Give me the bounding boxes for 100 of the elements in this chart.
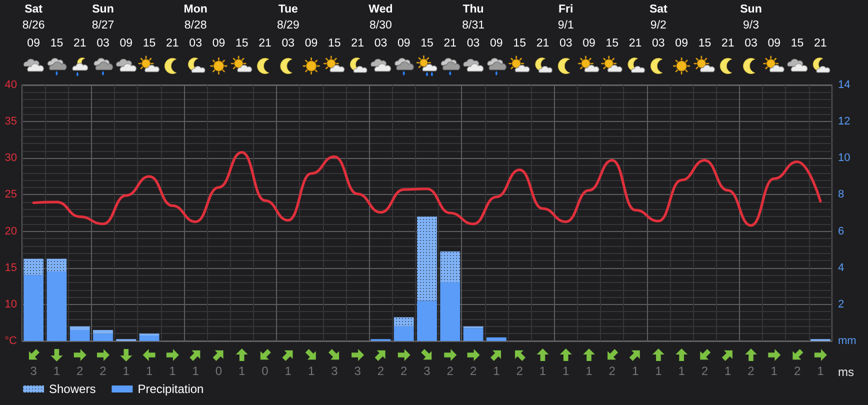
data-label: 2 (446, 364, 454, 378)
data-label: 0 (262, 364, 269, 378)
x-tick-label: 09 (768, 38, 781, 50)
x-tick-label: 15 (698, 38, 712, 50)
data-label: 1 (308, 364, 315, 378)
bar (440, 282, 460, 341)
data-label: 3 (354, 364, 362, 378)
y2-axis-title: mm (838, 335, 856, 347)
y2-tick-label: 10 (838, 152, 850, 164)
data-label: 1 (53, 364, 60, 378)
data-label: 1 (586, 364, 593, 378)
line-series (32, 150, 822, 227)
x-tick-label: 15 (790, 38, 804, 50)
x-tick-label: 15 (420, 38, 434, 50)
x-tick-label: Mon 8/28 03 (184, 4, 208, 50)
data-label: 2 (701, 364, 708, 378)
y-tick-label: 10 (4, 298, 17, 310)
x-tick-label: 21 (536, 38, 550, 50)
bar (139, 336, 160, 341)
x-tick-label: 15 (328, 38, 341, 50)
data-label: 1 (169, 364, 176, 378)
x-tick-label: Sat 9/2 03 (649, 4, 668, 50)
x-tick-label: 15 (606, 38, 619, 50)
x-tick-label: 15 (513, 38, 526, 50)
data-label: 2 (516, 364, 524, 378)
data-label: 1 (284, 364, 292, 378)
data-label: 1 (817, 364, 824, 378)
y2-tick-label: 8 (838, 188, 844, 201)
x-tick-label: Tue 8/29 03 (276, 4, 300, 50)
data-label: 1 (238, 364, 246, 378)
bar (70, 330, 90, 341)
data-label: 1 (724, 364, 732, 378)
legend-label: Precipitation (138, 382, 204, 396)
bar (24, 275, 44, 341)
data-label: 3 (331, 364, 338, 378)
y2-tick-label: 6 (838, 225, 844, 238)
x-tick-label: 09 (490, 38, 503, 50)
legend-label: Showers (49, 382, 96, 396)
text: ms (838, 365, 854, 379)
x-tick-label: Thu 8/31 03 (462, 4, 484, 50)
bar (394, 326, 414, 341)
data-label: 1 (493, 364, 500, 378)
x-tick-label: 21 (721, 38, 734, 50)
x-tick-label: Sun 8/27 03 (92, 4, 114, 50)
bar (93, 330, 113, 334)
x-tick-label: Wed 8/30 03 (368, 4, 393, 50)
x-tick-label: 21 (351, 38, 364, 50)
x-tick-label: 21 (258, 38, 272, 50)
data-label: 2 (794, 364, 801, 378)
x-tick-label: 15 (142, 38, 156, 50)
y-tick-label: 40 (4, 79, 17, 91)
data-label: 2 (608, 364, 616, 378)
x-tick-label: 21 (814, 38, 827, 50)
y-tick-label: 35 (4, 116, 17, 128)
x-tick-label: 15 (50, 38, 64, 50)
data-label: 2 (470, 364, 477, 378)
x-tick-label: 09 (212, 38, 226, 50)
data-label: 0 (215, 364, 222, 378)
x-tick-label: 09 (120, 38, 133, 50)
data-label: 1 (655, 364, 662, 378)
data-label: 1 (562, 364, 570, 378)
x-tick-label: 15 (235, 38, 248, 50)
data-label: 1 (192, 364, 200, 378)
y-axis-title: °C (4, 335, 18, 347)
x-tick-label: 21 (628, 38, 642, 50)
x-tick-label: 09 (675, 38, 688, 50)
data-label: 2 (76, 364, 84, 378)
bar (463, 328, 484, 341)
data-label: 2 (400, 364, 408, 378)
data-label: 1 (770, 364, 778, 378)
y2-tick-label: 12 (838, 116, 850, 128)
x-tick-label: Fri 9/1 03 (558, 4, 574, 50)
x-tick-label: 21 (444, 38, 457, 50)
x-tick-label: 09 (582, 38, 596, 50)
y-tick-label: 25 (4, 188, 17, 201)
data-label: 1 (632, 364, 639, 378)
bar (93, 334, 113, 341)
x-tick-label: Sun 9/3 03 (740, 4, 762, 50)
y2-tick-label: 2 (838, 298, 844, 310)
bar (417, 300, 437, 341)
x-tick-label: 09 (397, 38, 410, 50)
bar (46, 272, 67, 341)
x-tick-label: Sat 8/26 09 (22, 4, 45, 50)
y-tick-label: 30 (4, 152, 17, 164)
data-label: 1 (146, 364, 153, 378)
y-tick-label: 20 (4, 225, 17, 238)
y2-tick-label: 4 (838, 262, 844, 274)
data-label: 1 (122, 364, 130, 378)
y2-tick-label: 14 (838, 79, 850, 91)
data-label: 2 (748, 364, 755, 378)
x-tick-label: 21 (73, 38, 86, 50)
bar (486, 337, 506, 341)
x-tick-label: 21 (166, 38, 179, 50)
data-label: 2 (100, 364, 107, 378)
data-label: 1 (678, 364, 686, 378)
bar (70, 326, 90, 330)
x-tick-label: 09 (304, 38, 318, 50)
data-label: 3 (424, 364, 431, 378)
y-tick-label: 15 (4, 262, 17, 274)
data-label: 3 (30, 364, 38, 378)
